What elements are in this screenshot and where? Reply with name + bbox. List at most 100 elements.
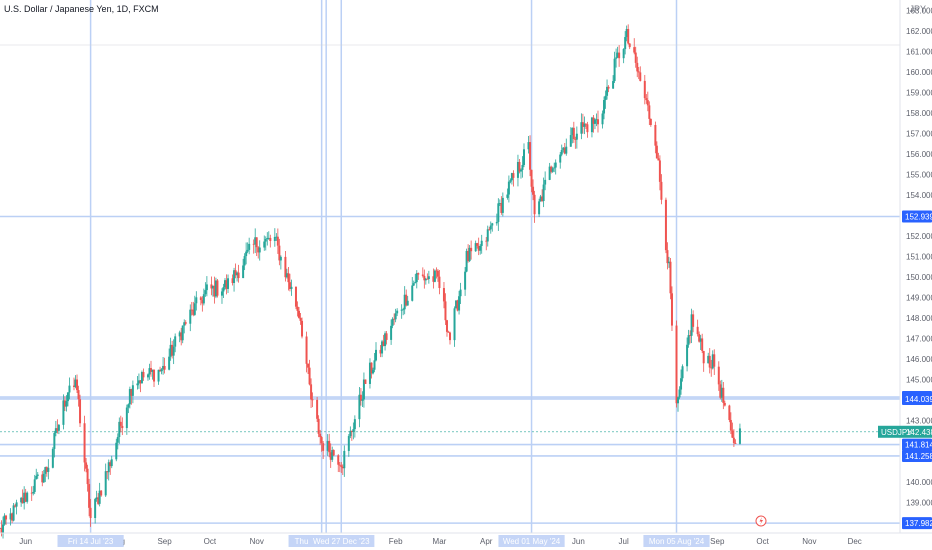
candle-body [24, 492, 27, 502]
y-tick-label: 150.000 [906, 273, 932, 282]
candle-body [284, 256, 287, 278]
candle-body [655, 145, 658, 159]
candles [0, 24, 741, 539]
candle-body [648, 105, 651, 119]
x-tick-label: Nov [250, 537, 264, 546]
candle-body [498, 203, 501, 204]
horizontal-levels [0, 215, 900, 524]
candle-body [412, 283, 415, 286]
candle-body [574, 139, 577, 140]
y-tick-label: 160.000 [906, 68, 932, 77]
candle-body [347, 436, 350, 451]
level-badge [902, 392, 932, 405]
candle-body [436, 270, 439, 277]
candle-body [384, 333, 387, 347]
candle-body [263, 241, 266, 248]
candle-body [181, 325, 184, 341]
y-tick-label: 149.000 [906, 293, 932, 302]
candle-body [637, 71, 640, 73]
level-badge-label: 141.814 [905, 441, 932, 450]
candle-body [634, 52, 637, 63]
candle-body [678, 389, 681, 398]
candle-body [486, 229, 489, 242]
candle-body [738, 428, 741, 444]
candle-body [394, 313, 397, 320]
candle-body [596, 119, 599, 125]
candle-body [488, 229, 491, 231]
candle-body [125, 407, 128, 429]
x-tick-label: Mar [433, 537, 447, 546]
candle-body [666, 250, 669, 264]
y-tick-label: 145.000 [906, 375, 932, 384]
candle-body [151, 369, 154, 372]
candle-body [26, 492, 29, 502]
candle-body [692, 314, 695, 327]
candle-body [518, 161, 521, 172]
candle-body [359, 394, 362, 401]
candle-body [63, 400, 66, 407]
candle-body [595, 119, 598, 121]
candle-body [139, 380, 142, 384]
candle-body [311, 399, 314, 401]
candle-body [453, 308, 456, 341]
candle-body [5, 515, 8, 520]
candle-body [690, 314, 693, 336]
candle-body [485, 240, 488, 242]
level-badge-label: 152.939 [905, 213, 932, 222]
candle-body [519, 169, 522, 172]
candle-body [459, 289, 462, 297]
candle-body [624, 37, 627, 50]
candle-body [21, 497, 24, 504]
candle-body [406, 300, 409, 306]
candle-body [352, 429, 355, 432]
candle-body [275, 236, 278, 238]
candle-body [257, 247, 260, 253]
candle-body [405, 294, 408, 306]
x-tick-label: Sep [710, 537, 725, 546]
y-tick-label: 143.000 [906, 416, 932, 425]
candle-body [569, 135, 572, 147]
candle-body [606, 86, 609, 96]
candle-body [211, 285, 214, 289]
y-tick-label: 152.000 [906, 232, 932, 241]
x-tick-label: Dec [848, 537, 862, 546]
candle-body [477, 245, 480, 251]
candle-body [137, 380, 140, 384]
candle-body [495, 221, 498, 224]
candle-body [424, 278, 427, 281]
candle-body [278, 245, 281, 261]
candle-body [444, 301, 447, 321]
candle-body [447, 331, 450, 333]
x-tick-label: Jun [572, 537, 585, 546]
candle-body [329, 452, 332, 460]
candle-body [593, 119, 596, 124]
candle-body [159, 369, 162, 372]
candle-body [538, 201, 541, 215]
candle-body [554, 162, 557, 168]
candle-body [639, 72, 642, 81]
candle-body [36, 474, 39, 476]
candle-body [79, 399, 82, 424]
candle-body [297, 310, 300, 318]
candle-body [266, 238, 269, 240]
candle-body [719, 384, 722, 398]
x-tick-label: Oct [756, 537, 769, 546]
candle-body [121, 425, 124, 429]
candle-body [489, 225, 492, 230]
candle-body [30, 492, 33, 494]
candle-body [391, 318, 394, 326]
candle-body [66, 392, 69, 402]
candle-body [658, 160, 661, 182]
candle-body [213, 285, 216, 297]
candle-body [603, 100, 606, 114]
candle-body [340, 465, 343, 467]
candle-body [195, 297, 198, 304]
candle-body [74, 379, 77, 387]
x-tick-label: Nov [802, 537, 816, 546]
candle-body [529, 142, 532, 170]
x-tick-label: Sep [157, 537, 172, 546]
candle-body [216, 280, 219, 296]
candle-body [76, 379, 79, 391]
lightning-icon[interactable] [755, 515, 767, 527]
